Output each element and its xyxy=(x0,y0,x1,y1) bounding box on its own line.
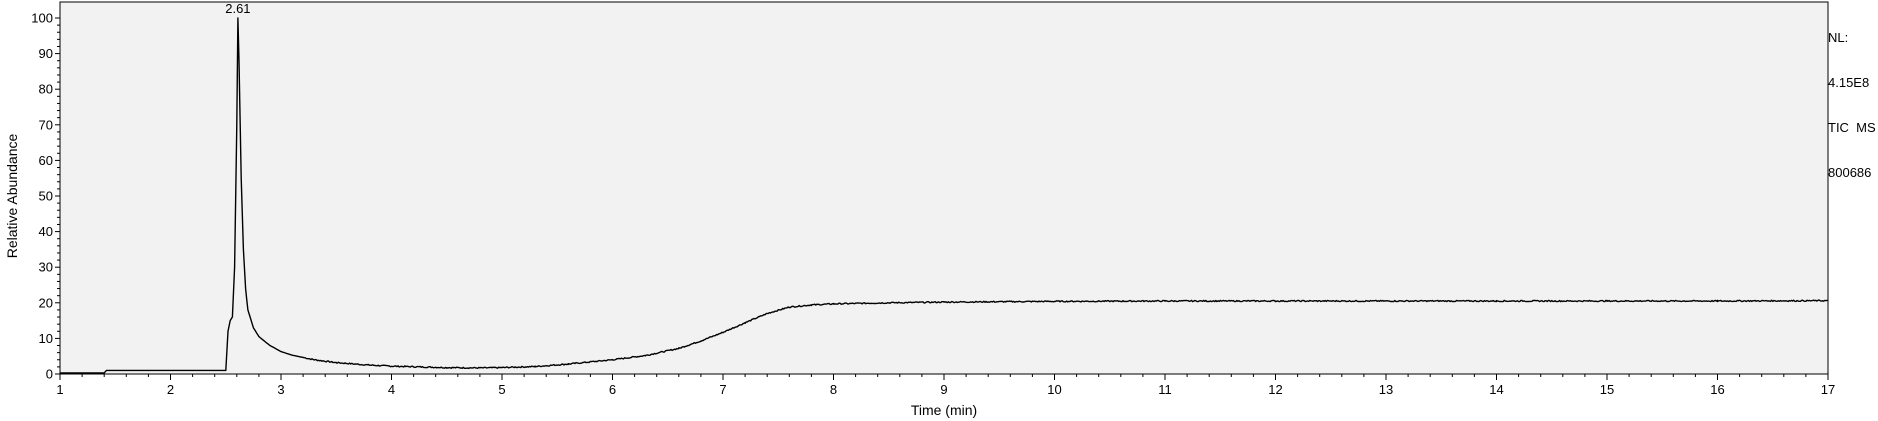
x-tick-label: 1 xyxy=(56,382,63,397)
y-tick-label: 40 xyxy=(39,224,53,239)
x-tick-label: 13 xyxy=(1379,382,1393,397)
x-tick-label: 14 xyxy=(1489,382,1503,397)
x-axis-title: Time (min) xyxy=(911,402,977,418)
x-tick-label: 11 xyxy=(1158,382,1172,397)
y-tick-label: 100 xyxy=(31,11,53,26)
y-tick-label: 50 xyxy=(39,189,53,204)
x-tick-label: 4 xyxy=(388,382,395,397)
x-axis: 1 2 3 4 5 6 7 8 9 10 11 12 13 14 15 16 17 xyxy=(56,374,1835,397)
y-axis: 0 10 20 30 40 50 60 70 80 90 100 xyxy=(31,11,60,382)
tic-series-line xyxy=(60,17,1829,374)
x-tick-label: 9 xyxy=(940,382,947,397)
x-tick-label: 6 xyxy=(609,382,616,397)
x-tick-label: 12 xyxy=(1268,382,1282,397)
nl-label: NL: xyxy=(1828,30,1849,45)
nl-value: 4.15E8 xyxy=(1828,75,1870,90)
y-tick-label: 10 xyxy=(39,331,53,346)
y-tick-label: 90 xyxy=(39,46,53,61)
sample-id: 800686 xyxy=(1828,165,1872,180)
y-axis-title: Relative Abundance xyxy=(4,134,20,259)
scan-info-panel: NL: 4.15E8 TIC MS 800686 xyxy=(1828,0,1876,195)
y-tick-label: 60 xyxy=(39,153,53,168)
x-tick-label: 8 xyxy=(830,382,837,397)
y-tick-label: 70 xyxy=(39,117,53,132)
x-tick-label: 10 xyxy=(1047,382,1061,397)
y-tick-label: 20 xyxy=(39,295,53,310)
x-tick-label: 7 xyxy=(719,382,726,397)
x-tick-label: 15 xyxy=(1600,382,1614,397)
y-tick-label: 80 xyxy=(39,82,53,97)
x-tick-label: 17 xyxy=(1821,382,1835,397)
x-tick-label: 2 xyxy=(167,382,174,397)
plot-background xyxy=(59,1,1829,375)
scan-filter: TIC MS xyxy=(1828,120,1876,135)
y-tick-label: 30 xyxy=(39,260,53,275)
y-tick-label: 0 xyxy=(46,367,53,382)
x-tick-label: 3 xyxy=(277,382,284,397)
x-tick-label: 16 xyxy=(1710,382,1724,397)
x-tick-label: 5 xyxy=(498,382,505,397)
peak-label: 2.61 xyxy=(225,1,250,16)
